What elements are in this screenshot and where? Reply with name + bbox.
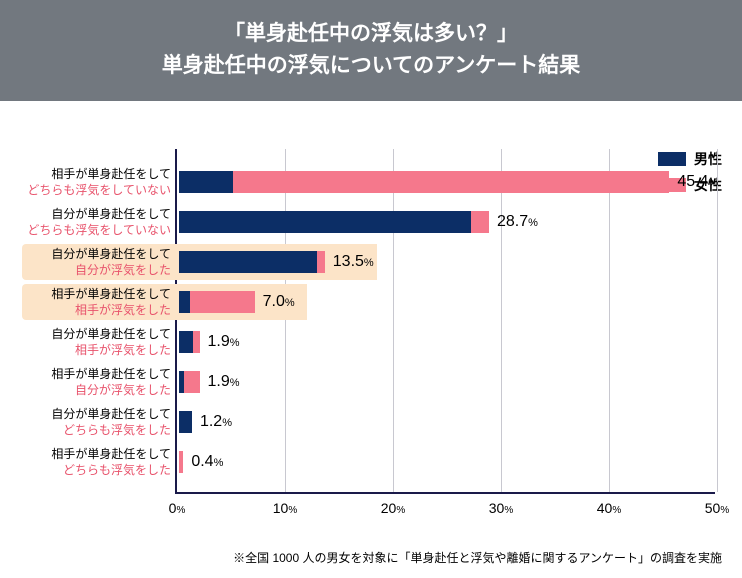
bar-segment-female — [179, 451, 183, 473]
y-axis-label: 自分が単身赴任をしてどちらも浮気をしていない — [22, 206, 175, 238]
x-tick-label: 40% — [597, 500, 621, 516]
bar-segment-female — [193, 331, 199, 353]
bar-segment-female — [190, 291, 255, 313]
y-axis-label: 自分が単身赴任をしてどちらも浮気をした — [22, 406, 175, 438]
bar-row: 自分が単身赴任をしてどちらも浮気をしていない 28.7% — [22, 204, 715, 240]
bar-segment-male — [179, 211, 471, 233]
bar-segment-male — [179, 331, 193, 353]
x-tick-label: 20% — [381, 500, 405, 516]
bar: 1.9% — [179, 331, 240, 353]
chart-title: 「単身赴任中の浮気は多い？」 単身赴任中の浮気についてのアンケート結果 — [0, 18, 742, 81]
bar: 1.9% — [179, 371, 240, 393]
bar-value-label: 1.9% — [208, 333, 240, 351]
bar-segment-male — [179, 411, 192, 433]
plot: 0%10%20%30%40%50%相手が単身赴任をしてどちらも浮気をしていない4… — [175, 149, 715, 494]
x-tick-label: 30% — [489, 500, 513, 516]
bar: 7.0% — [179, 291, 295, 313]
bar: 28.7% — [179, 211, 538, 233]
bar-segment-female — [184, 371, 199, 393]
bar-value-label: 1.9% — [208, 373, 240, 391]
bar-segment-female — [471, 211, 489, 233]
bar-row: 相手が単身赴任をして自分が浮気をした 1.9% — [22, 364, 715, 400]
bar-row: 自分が単身赴任をして自分が浮気をした 13.5% — [22, 244, 377, 280]
bar-row: 自分が単身赴任をして相手が浮気をした 1.9% — [22, 324, 715, 360]
y-axis-label: 自分が単身赴任をして相手が浮気をした — [22, 326, 175, 358]
chart-area: 男性 女性 0%10%20%30%40%50%相手が単身赴任をしてどちらも浮気を… — [20, 149, 722, 494]
gridline — [717, 149, 718, 492]
gridline — [501, 149, 502, 492]
bar: 45.4% — [179, 171, 718, 193]
gridline — [609, 149, 610, 492]
y-axis-label: 相手が単身赴任をしてどちらも浮気をした — [22, 446, 175, 478]
x-tick-label: 0% — [169, 500, 186, 516]
footnote: ※全国 1000 人の男女を対象に「単身赴任と浮気や離婚に関するアンケート」の調… — [233, 549, 722, 566]
bar-row: 自分が単身赴任をしてどちらも浮気をした 1.2% — [22, 404, 715, 440]
bar-segment-female — [317, 251, 325, 273]
bar-segment-male — [179, 251, 317, 273]
bar-segment-female — [233, 171, 669, 193]
bar-value-label: 0.4% — [191, 453, 223, 471]
bar-segment-male — [179, 171, 233, 193]
y-axis-label: 相手が単身赴任をして自分が浮気をした — [22, 366, 175, 398]
bar-row: 相手が単身赴任をして相手が浮気をした 7.0% — [22, 284, 307, 320]
y-axis-label: 自分が単身赴任をして自分が浮気をした — [22, 246, 175, 278]
bar: 13.5% — [179, 251, 374, 273]
bar: 0.4% — [179, 451, 223, 473]
title-line2: 単身赴任中の浮気についてのアンケート結果 — [162, 54, 581, 77]
bar-value-label: 7.0% — [263, 293, 295, 311]
bar-row: 相手が単身赴任をしてどちらも浮気をしていない 45.4% — [22, 164, 715, 200]
y-axis-label: 相手が単身赴任をしてどちらも浮気をしていない — [22, 166, 175, 198]
bar-value-label: 1.2% — [200, 413, 232, 431]
bar-value-label: 28.7% — [497, 213, 538, 231]
chart-header: 「単身赴任中の浮気は多い？」 単身赴任中の浮気についてのアンケート結果 — [0, 0, 742, 101]
gridline — [285, 149, 286, 492]
x-tick-label: 10% — [273, 500, 297, 516]
bar-value-label: 45.4% — [677, 173, 718, 191]
gridline — [393, 149, 394, 492]
bar-value-label: 13.5% — [333, 253, 374, 271]
y-axis-label: 相手が単身赴任をして相手が浮気をした — [22, 286, 175, 318]
title-line1: 「単身赴任中の浮気は多い？」 — [224, 22, 518, 45]
bar-row: 相手が単身赴任をしてどちらも浮気をした 0.4% — [22, 444, 715, 480]
bar-segment-male — [179, 291, 190, 313]
x-tick-label: 50% — [705, 500, 729, 516]
bar: 1.2% — [179, 411, 232, 433]
